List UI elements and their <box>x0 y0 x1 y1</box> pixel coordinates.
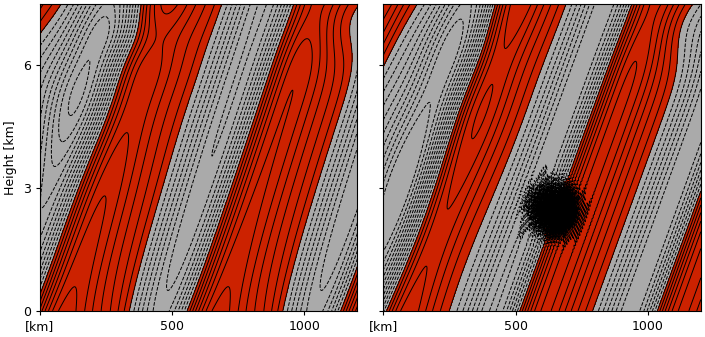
Y-axis label: Height [km]: Height [km] <box>4 120 17 195</box>
